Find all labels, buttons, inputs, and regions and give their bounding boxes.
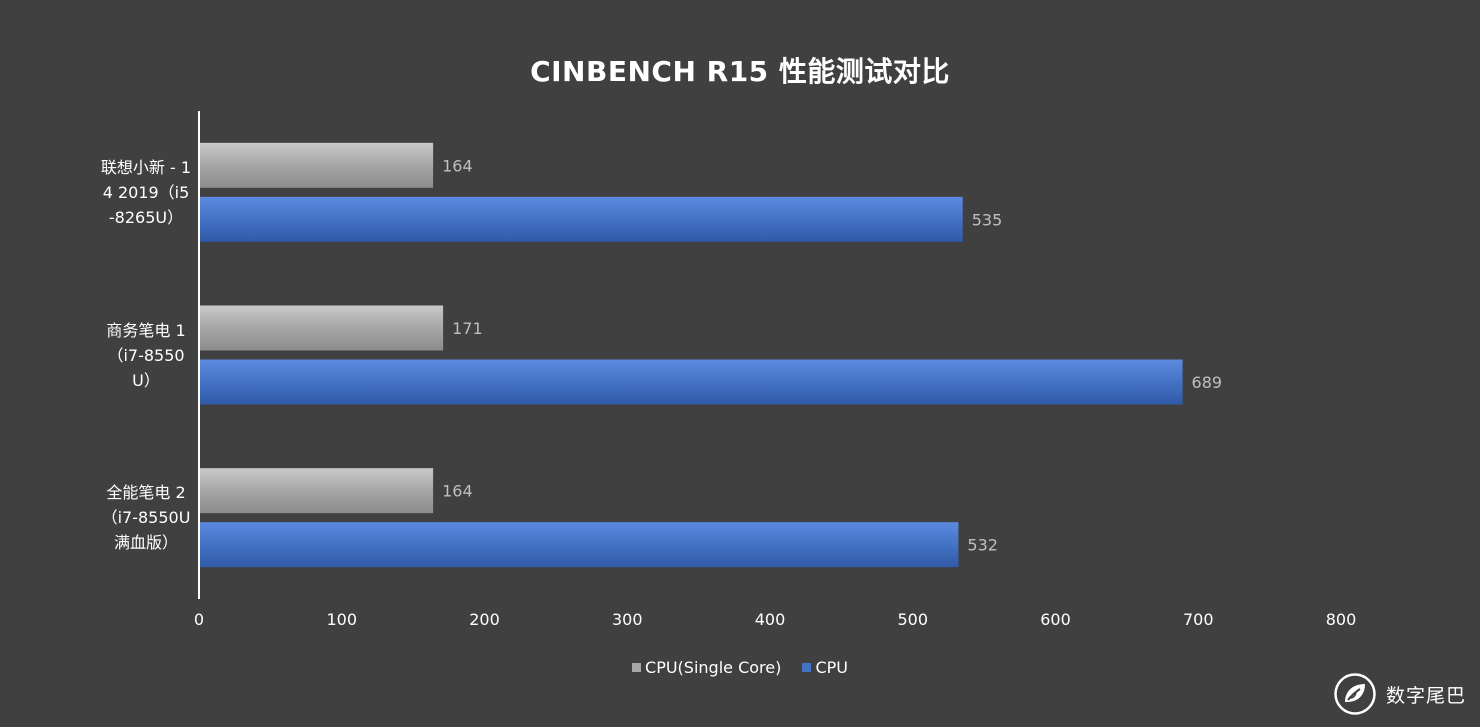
legend-swatch-cpu	[802, 663, 812, 672]
x-tick-label-3: 300	[612, 610, 643, 629]
chart-title: CINBENCH R15 性能测试对比	[530, 55, 950, 88]
data-label-cpu-0: 535	[972, 210, 1003, 229]
bar-single-core-0	[199, 142, 434, 188]
legend-item-cpu: CPU	[802, 658, 848, 677]
x-tick-label-0: 0	[194, 610, 204, 629]
x-tick-label-1: 100	[326, 610, 357, 629]
data-label-single-core-2: 164	[442, 482, 473, 501]
data-label-cpu-1: 689	[1192, 373, 1223, 392]
leaf-logo-icon	[1334, 673, 1376, 715]
legend-label-cpu: CPU	[815, 658, 848, 677]
data-label-single-core-0: 164	[442, 156, 473, 175]
x-tick-label-6: 600	[1040, 610, 1071, 629]
legend-swatch-single-core	[632, 663, 642, 672]
category-label-2: 全能笔电 2（i7-8550U 满血版）	[101, 483, 191, 553]
x-tick-label-2: 200	[469, 610, 500, 629]
bar-single-core-1	[199, 305, 444, 351]
bar-cpu-0	[199, 196, 963, 242]
bar-cpu-1	[199, 359, 1183, 405]
category-label-0: 联想小新 - 14 2019（i5-8265U）	[100, 157, 192, 227]
bar-cpu-2	[199, 522, 959, 568]
x-tick-label-5: 500	[897, 610, 928, 629]
watermark: 数字尾巴	[1334, 673, 1466, 715]
data-label-cpu-2: 532	[967, 536, 998, 555]
category-label-1: 商务笔电 1（i7-8550U）	[106, 320, 186, 390]
x-tick-label-4: 400	[755, 610, 786, 629]
bar-single-core-2	[199, 468, 434, 514]
legend: CPU(Single Core) CPU	[0, 658, 1480, 677]
legend-label-single-core: CPU(Single Core)	[645, 658, 782, 677]
data-label-single-core-1: 171	[452, 319, 483, 338]
x-tick-label-8: 800	[1326, 610, 1357, 629]
legend-item-single-core: CPU(Single Core)	[632, 658, 781, 677]
watermark-text: 数字尾巴	[1385, 684, 1466, 707]
x-tick-label-7: 700	[1183, 610, 1214, 629]
